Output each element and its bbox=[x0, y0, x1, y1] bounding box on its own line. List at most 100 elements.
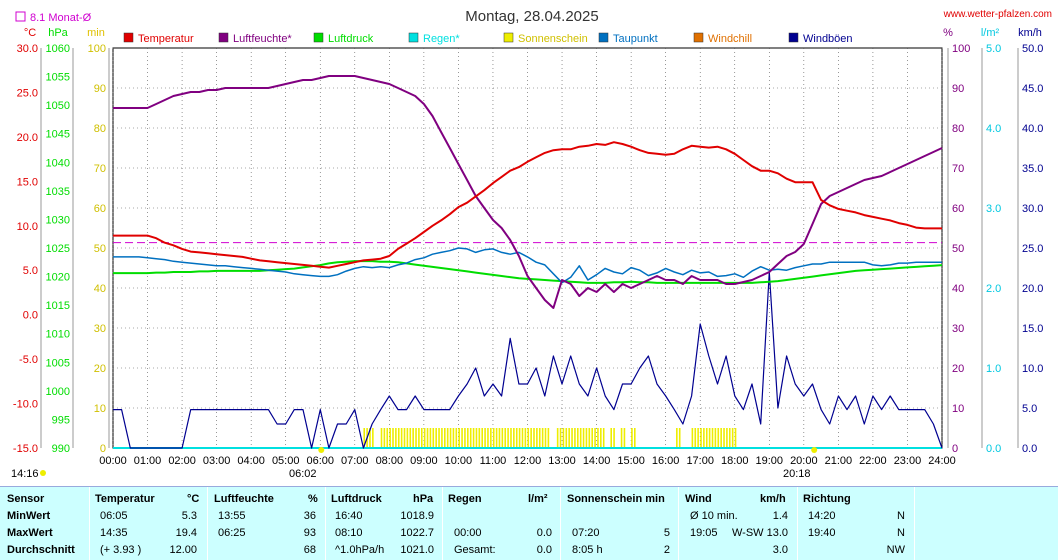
y-tick-label: 1040 bbox=[46, 157, 70, 169]
sunshine-bar bbox=[556, 428, 559, 448]
legend: Temperatur Luftfeuchte* Luftdruck Regen* Son… bbox=[123, 32, 853, 45]
y-tick-label: 1.0 bbox=[986, 363, 1001, 375]
sunshine-bar bbox=[438, 428, 440, 448]
y-tick-label: 1035 bbox=[46, 186, 70, 198]
sunshine-bar bbox=[403, 428, 406, 448]
axis-unit-label: l/m² bbox=[981, 27, 1000, 39]
stats-cell-r-time: Gesamt: bbox=[454, 544, 496, 556]
x-tick-label: 20:00 bbox=[790, 455, 818, 467]
x-tick-label: 14:00 bbox=[583, 455, 611, 467]
legend-swatch bbox=[408, 32, 419, 43]
stats-cell-d-val: N bbox=[897, 510, 905, 522]
sunshine-bar bbox=[734, 428, 737, 448]
stats-cell-p-time: 16:40 bbox=[335, 510, 363, 522]
series-line-taupunkt bbox=[113, 247, 942, 284]
stats-cell-w-time: Ø 10 min. bbox=[690, 510, 738, 522]
stats-cell-d-val: NW bbox=[886, 544, 905, 556]
stats-cell-w-val: 1.4 bbox=[772, 510, 788, 522]
y-tick-label: 5.0 bbox=[23, 265, 38, 277]
sunshine-bar bbox=[395, 428, 397, 448]
sunshine-bar bbox=[568, 428, 570, 448]
header-pressure: Luftdruck bbox=[331, 493, 382, 505]
sunshine-bar bbox=[484, 428, 486, 448]
x-tick-label: 15:00 bbox=[617, 455, 645, 467]
sunshine-bar bbox=[418, 428, 420, 448]
sunshine-bar bbox=[446, 428, 449, 448]
y-tick-label: 40 bbox=[94, 283, 106, 295]
y-tick-label: 10.0 bbox=[17, 221, 38, 233]
stats-cell-r-val: 0.0 bbox=[536, 527, 552, 539]
sunshine-bar bbox=[420, 428, 423, 448]
site-link[interactable]: www.wetter-pfalzen.com bbox=[943, 9, 1052, 20]
stats-cell-t-val: 19.4 bbox=[175, 527, 197, 539]
y-tick-label: 0 bbox=[952, 443, 958, 455]
sunshine-bar bbox=[703, 428, 705, 448]
stats-cell-h-time: 13:55 bbox=[218, 510, 246, 522]
sunshine-bar bbox=[510, 428, 512, 448]
sunshine-bar bbox=[571, 428, 573, 448]
x-tick-label: 05:00 bbox=[272, 455, 300, 467]
sunshine-bar bbox=[538, 428, 541, 448]
sunshine-bar bbox=[490, 428, 492, 448]
y-tick-label: 30 bbox=[952, 323, 964, 335]
y-tick-label: 4.0 bbox=[986, 123, 1001, 135]
y-tick-label: 50 bbox=[94, 243, 106, 255]
y-tick-label: 45.0 bbox=[1022, 83, 1043, 95]
sunshine-bar bbox=[504, 428, 507, 448]
header-wind: Wind bbox=[685, 493, 712, 505]
stats-cell-s-val: 2 bbox=[663, 544, 670, 556]
y-tick-label: 1050 bbox=[46, 100, 70, 112]
sunshine-bar bbox=[676, 428, 678, 448]
stats-cell-d-time: 14:20 bbox=[808, 510, 836, 522]
left-time: 14:16 bbox=[11, 468, 39, 480]
sunshine-bar bbox=[492, 428, 495, 448]
sunshine-bar bbox=[728, 428, 731, 448]
stats-cell-w-time: 19:05 bbox=[690, 527, 718, 539]
y-tick-label: 0 bbox=[100, 443, 106, 455]
y-tick-label: 1010 bbox=[46, 329, 70, 341]
y-tick-label: 1005 bbox=[46, 357, 70, 369]
sunshine-bar bbox=[541, 428, 544, 448]
series-line-luftdruck bbox=[113, 260, 943, 284]
sunshine-bar bbox=[472, 428, 475, 448]
sunshine-bar bbox=[717, 428, 720, 448]
sunshine-bar bbox=[467, 428, 469, 448]
sunrise-marker bbox=[318, 447, 325, 453]
stats-cell-p-val: 1022.7 bbox=[400, 527, 434, 539]
sunshine-bar bbox=[678, 428, 681, 448]
y-tick-label: -5.0 bbox=[19, 354, 38, 366]
legend-label: Taupunkt bbox=[613, 33, 658, 45]
y-tick-label: 30.0 bbox=[1022, 203, 1043, 215]
sunshine-bar bbox=[705, 428, 708, 448]
x-tick-label: 10:00 bbox=[445, 455, 473, 467]
sunshine-bar bbox=[726, 428, 728, 448]
stats-cell-h-val: 68 bbox=[303, 544, 316, 556]
y-tick-label: 40 bbox=[952, 283, 964, 295]
col-divider bbox=[325, 487, 326, 560]
sun-icon bbox=[40, 470, 46, 476]
stats-cell-t-val: 5.3 bbox=[181, 510, 197, 522]
y-tick-label: 0.0 bbox=[1022, 443, 1037, 455]
sunshine-bar bbox=[559, 428, 562, 448]
col-divider bbox=[89, 487, 90, 560]
stats-cell-label: Durchschnitt bbox=[7, 544, 75, 556]
sunshine-bar bbox=[475, 428, 478, 448]
axes: 00:00 01:00 02:00 03:00 04:00 05:00 06:00 07:00… bbox=[13, 27, 1044, 467]
y-tick-label: 990 bbox=[52, 443, 70, 455]
sunshine-bar bbox=[478, 428, 481, 448]
sunshine-bar bbox=[461, 428, 463, 448]
y-tick-label: -10.0 bbox=[13, 399, 38, 411]
x-tick-label: 00:00 bbox=[99, 455, 127, 467]
stats-cell-w-dir: W-SW bbox=[732, 527, 764, 539]
header-wind-unit: km/h bbox=[760, 493, 786, 505]
sunshine-bar bbox=[518, 428, 521, 448]
sunshine-bar bbox=[536, 428, 538, 448]
sunshine-bar bbox=[620, 428, 623, 448]
sunshine-bar bbox=[380, 428, 383, 448]
x-tick-label: 17:00 bbox=[686, 455, 714, 467]
sunshine-bar bbox=[524, 428, 527, 448]
sunshine-bar bbox=[397, 428, 400, 448]
avg-legend-box bbox=[15, 11, 26, 22]
x-tick-label: 07:00 bbox=[341, 455, 369, 467]
sunshine-bar bbox=[579, 428, 582, 448]
